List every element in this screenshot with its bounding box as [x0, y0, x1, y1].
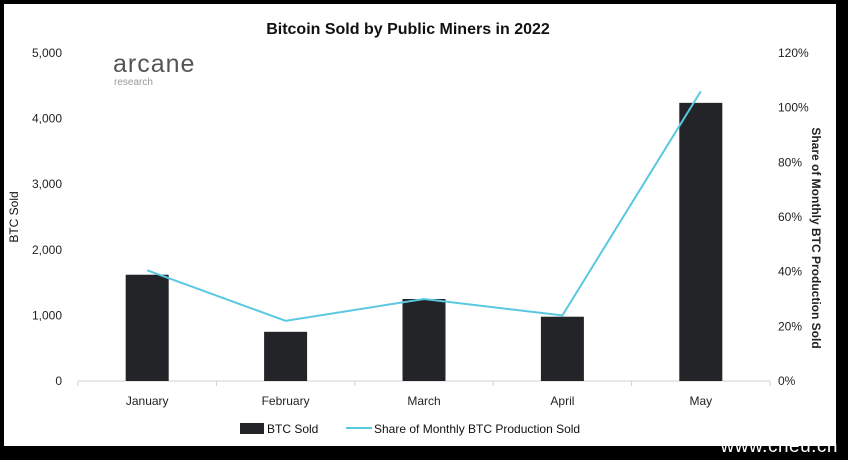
legend-bar-swatch: [240, 423, 264, 434]
y2-tick-label: 60%: [778, 210, 802, 224]
x-tick-label: April: [550, 394, 574, 408]
arcane-logo: arcane research: [113, 50, 195, 88]
y-tick-label: 1,000: [32, 308, 62, 322]
x-tick-label: February: [262, 394, 310, 408]
y-tick-label: 2,000: [32, 243, 62, 257]
legend-bar-label: BTC Sold: [267, 422, 318, 436]
y2-tick-label: 100%: [778, 101, 809, 115]
y-axis-label: BTC Sold: [7, 191, 21, 242]
bar-january: [125, 274, 169, 381]
bar-february: [264, 331, 308, 381]
y-tick-label: 5,000: [32, 46, 62, 60]
y2-tick-label: 80%: [778, 155, 802, 169]
legend-line-label: Share of Monthly BTC Production Sold: [374, 422, 580, 436]
chart-title: Bitcoin Sold by Public Miners in 2022: [266, 21, 550, 38]
bar-march: [402, 299, 446, 381]
y-tick-label: 3,000: [32, 177, 62, 191]
legend: BTC Sold Share of Monthly BTC Production…: [240, 422, 580, 436]
y-tick-label: 4,000: [32, 112, 62, 126]
share-line: [146, 90, 702, 322]
bar-april: [540, 316, 584, 381]
x-tick-label: March: [407, 394, 440, 408]
y2-tick-label: 120%: [778, 46, 809, 60]
y2-tick-label: 40%: [778, 265, 802, 279]
y-tick-label: 0: [55, 374, 62, 388]
y2-tick-label: 20%: [778, 319, 802, 333]
watermark: www.cheu.cn: [720, 436, 838, 457]
x-tick-label: January: [126, 394, 169, 408]
x-tick-label: May: [689, 394, 712, 408]
bar-may: [679, 102, 723, 381]
y2-tick-label: 0%: [778, 374, 796, 388]
y2-axis-label: Share of Monthly BTC Production Sold: [809, 127, 823, 348]
logo-sub: research: [114, 77, 153, 88]
logo-main: arcane: [113, 50, 195, 78]
